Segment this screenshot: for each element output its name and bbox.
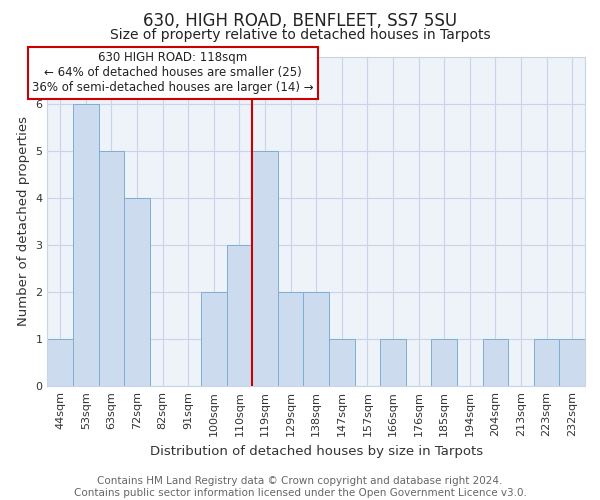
Bar	[98, 150, 124, 386]
Y-axis label: Number of detached properties: Number of detached properties	[17, 116, 30, 326]
Text: 630 HIGH ROAD: 118sqm
← 64% of detached houses are smaller (25)
36% of semi-deta: 630 HIGH ROAD: 118sqm ← 64% of detached …	[32, 52, 314, 94]
Bar	[431, 339, 457, 386]
Bar	[329, 339, 355, 386]
Bar	[124, 198, 150, 386]
Bar	[534, 339, 559, 386]
Bar	[482, 339, 508, 386]
Bar	[227, 245, 252, 386]
X-axis label: Distribution of detached houses by size in Tarpots: Distribution of detached houses by size …	[149, 444, 483, 458]
Text: 630, HIGH ROAD, BENFLEET, SS7 5SU: 630, HIGH ROAD, BENFLEET, SS7 5SU	[143, 12, 457, 30]
Bar	[278, 292, 304, 386]
Bar	[73, 104, 98, 387]
Text: Contains HM Land Registry data © Crown copyright and database right 2024.
Contai: Contains HM Land Registry data © Crown c…	[74, 476, 526, 498]
Bar	[559, 339, 585, 386]
Bar	[47, 339, 73, 386]
Bar	[380, 339, 406, 386]
Bar	[201, 292, 227, 386]
Bar	[252, 150, 278, 386]
Bar	[304, 292, 329, 386]
Text: Size of property relative to detached houses in Tarpots: Size of property relative to detached ho…	[110, 28, 490, 42]
